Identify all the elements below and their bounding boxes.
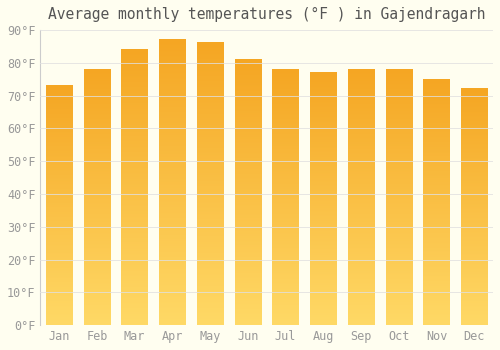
Title: Average monthly temperatures (°F ) in Gajendragarh: Average monthly temperatures (°F ) in Ga… [48,7,486,22]
